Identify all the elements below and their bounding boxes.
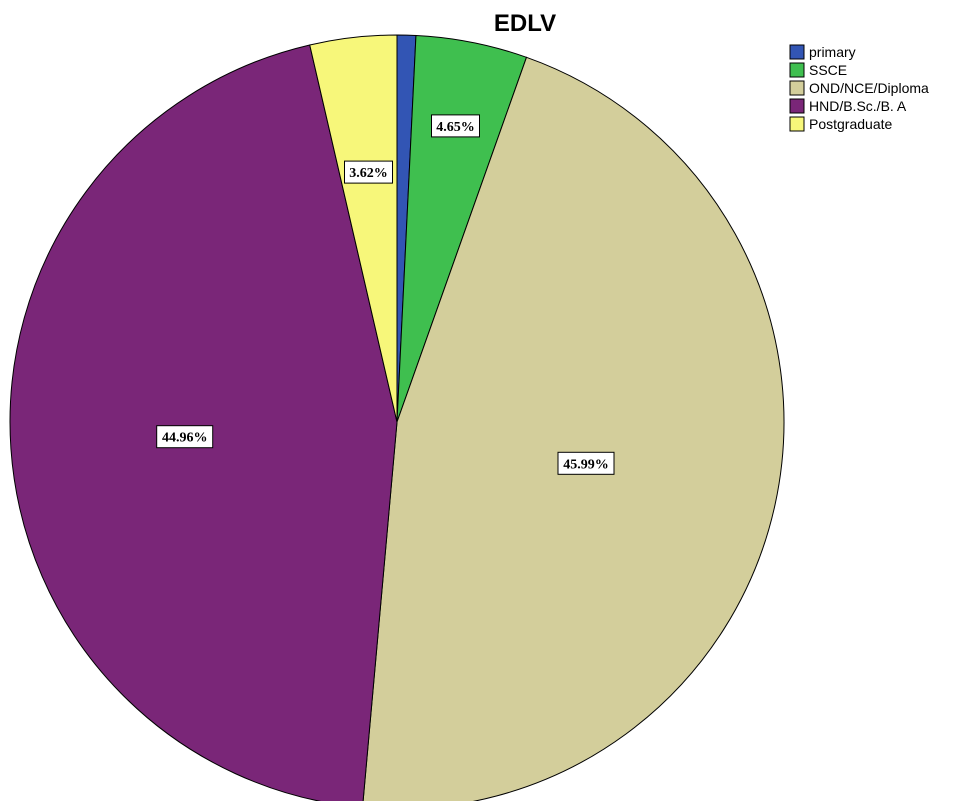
data-label-box (156, 425, 214, 449)
legend-item: primary (789, 44, 856, 60)
data-label-text: 44.96% (162, 431, 208, 446)
legend-label: HND/B.Sc./B. A (809, 98, 907, 114)
legend-item: Postgraduate (789, 116, 892, 132)
data-label: 44.96% (156, 425, 214, 449)
legend-label: Postgraduate (809, 116, 892, 132)
legend-label: OND/NCE/Diploma (809, 80, 929, 96)
legend-label: primary (809, 44, 856, 60)
data-label: 4.65% (431, 114, 480, 138)
legend: primary SSCE OND/NCE/Diploma HND/B.Sc./B. A… (789, 44, 929, 132)
pie-slice-hnd-b-sc-b-a (9, 44, 398, 801)
data-label-box (344, 160, 393, 184)
legend-item: SSCE (789, 62, 847, 78)
pie-slice-ond-nce-diploma (362, 56, 785, 801)
legend-swatch (789, 62, 805, 78)
data-labels: 4.65% 45.99% 44.96% 3.62% (156, 114, 615, 475)
legend-swatch (789, 98, 805, 114)
pie-slice-postgraduate (309, 34, 398, 423)
data-label: 3.62% (344, 160, 393, 184)
chart-title: EDLV (494, 10, 556, 37)
legend-swatch (789, 44, 805, 60)
legend-swatch (789, 116, 805, 132)
legend-swatch (789, 80, 805, 96)
data-label-box (431, 114, 480, 138)
data-label-text: 45.99% (563, 457, 609, 472)
data-label: 45.99% (557, 451, 615, 475)
data-label-box (557, 451, 615, 475)
data-label-text: 4.65% (436, 120, 475, 135)
legend-item: HND/B.Sc./B. A (789, 98, 907, 114)
legend-item: OND/NCE/Diploma (789, 80, 929, 96)
pie-slices (9, 34, 785, 801)
data-label-text: 3.62% (349, 166, 388, 181)
legend-label: SSCE (809, 62, 847, 78)
